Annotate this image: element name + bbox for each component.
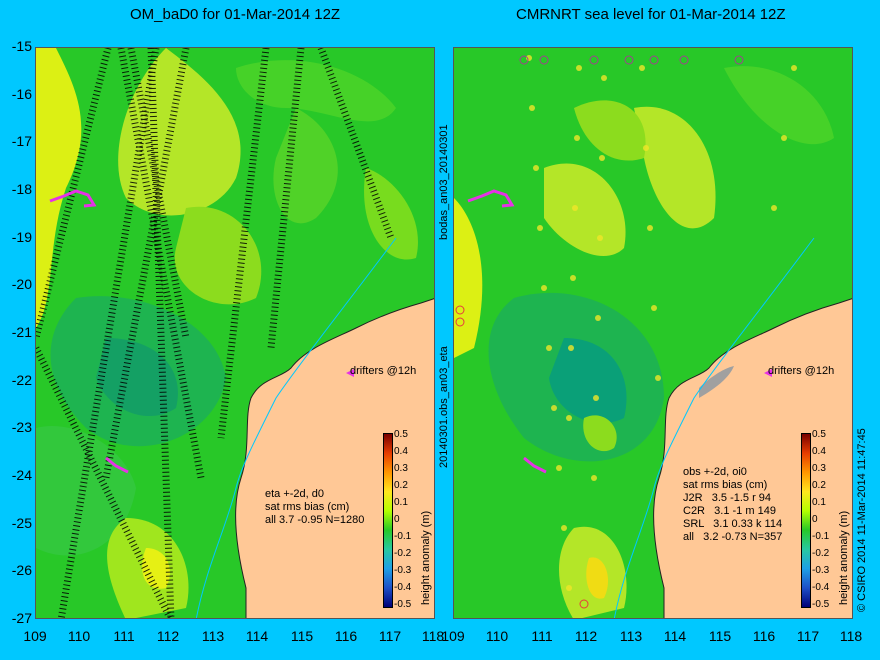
- y-tick: -22: [11, 372, 32, 388]
- y-tick: -24: [11, 467, 32, 483]
- right-colorbar-label: height anomaly (m): [838, 510, 850, 605]
- colorbar-tick: 0.2: [394, 480, 408, 491]
- colorbar-tick: 0.1: [394, 497, 408, 508]
- y-tick: -21: [11, 324, 32, 340]
- x-tick: 111: [531, 628, 553, 644]
- x-tick: 110: [67, 628, 91, 644]
- colorbar-tick: -0.1: [812, 531, 830, 542]
- x-tick: 111: [113, 628, 135, 644]
- colorbar-tick: 0.5: [812, 429, 826, 440]
- left-colorbar: [383, 433, 393, 608]
- right-stats-annotation: obs +-2d, oi0 sat rms bias (cm) J2R 3.5 …: [683, 466, 783, 543]
- colorbar-tick: 0.4: [394, 446, 408, 457]
- left-map-svg: [36, 48, 434, 618]
- x-tick: 109: [23, 628, 47, 644]
- y-tick: -26: [11, 562, 32, 578]
- colorbar-tick: 0.3: [394, 463, 408, 474]
- right-colorbar: [801, 433, 811, 608]
- colorbar-tick: -0.1: [394, 531, 412, 542]
- left-stats-annotation: eta +-2d, d0 sat rms bias (cm) all 3.7 -…: [265, 488, 365, 526]
- y-tick: -27: [11, 610, 32, 626]
- colorbar-tick: -0.5: [394, 599, 412, 610]
- colorbar-tick: -0.3: [394, 565, 412, 576]
- left-colorbar-label: height anomaly (m): [420, 510, 432, 605]
- colorbar-tick: 0.4: [812, 446, 826, 457]
- right-map-title: CMRNRT sea level for 01-Mar-2014 12Z: [516, 6, 786, 23]
- y-tick: -17: [11, 133, 32, 149]
- x-tick: 113: [201, 628, 225, 644]
- colorbar-tick: -0.3: [812, 565, 830, 576]
- colorbar-tick: -0.5: [812, 599, 830, 610]
- y-tick: -16: [11, 86, 32, 102]
- y-tick: -18: [11, 181, 32, 197]
- x-tick: 116: [334, 628, 358, 644]
- y-tick: -23: [11, 419, 32, 435]
- x-tick: 117: [378, 628, 402, 644]
- x-tick: 114: [245, 628, 269, 644]
- x-tick: 113: [619, 628, 643, 644]
- y-tick: -20: [11, 276, 32, 292]
- x-tick: 112: [156, 628, 180, 644]
- run-id-label-bottom: 20140301.obs_an03_eta: [438, 346, 450, 468]
- colorbar-tick: -0.2: [394, 548, 412, 559]
- right-map-panel: [453, 47, 853, 619]
- run-id-label-top: bodas_an03_20140301: [438, 124, 450, 240]
- colorbar-tick: 0.5: [394, 429, 408, 440]
- colorbar-tick: 0: [812, 514, 818, 525]
- x-tick: 114: [663, 628, 687, 644]
- colorbar-tick: -0.4: [394, 582, 412, 593]
- colorbar-tick: 0.3: [812, 463, 826, 474]
- credit-label: © CSIRO 2014 11-Mar-2014 11:47:45: [856, 428, 868, 612]
- x-tick: 112: [574, 628, 598, 644]
- right-map-svg: [454, 48, 852, 618]
- left-map-panel: [35, 47, 435, 619]
- y-tick: -15: [11, 38, 32, 54]
- left-drifters-label: drifters @12h: [350, 365, 417, 377]
- x-tick: 115: [290, 628, 314, 644]
- colorbar-tick: 0.1: [812, 497, 826, 508]
- x-tick: 109: [441, 628, 465, 644]
- x-tick: 115: [708, 628, 732, 644]
- y-tick: -19: [11, 229, 32, 245]
- colorbar-tick: -0.4: [812, 582, 830, 593]
- x-tick: 118: [421, 628, 445, 644]
- y-tick: -25: [11, 515, 32, 531]
- left-map-title: OM_baD0 for 01-Mar-2014 12Z: [130, 6, 341, 23]
- colorbar-tick: -0.2: [812, 548, 830, 559]
- right-drifters-label: drifters @12h: [768, 365, 835, 377]
- x-tick: 110: [485, 628, 509, 644]
- colorbar-tick: 0.2: [812, 480, 826, 491]
- x-tick: 116: [752, 628, 776, 644]
- x-tick: 117: [796, 628, 820, 644]
- x-tick: 118: [839, 628, 863, 644]
- colorbar-tick: 0: [394, 514, 400, 525]
